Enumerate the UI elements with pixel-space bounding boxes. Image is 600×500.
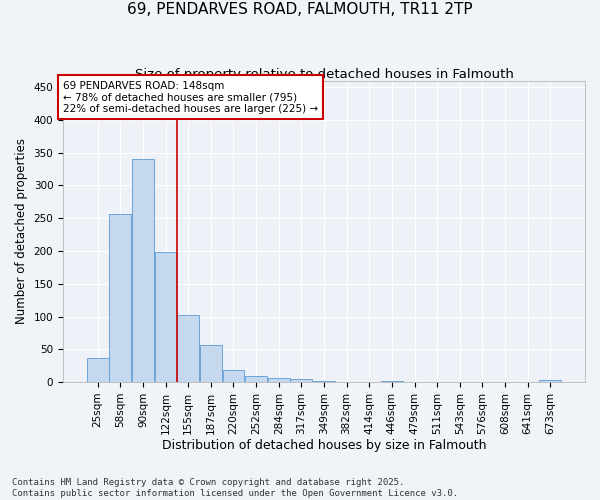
- Y-axis label: Number of detached properties: Number of detached properties: [15, 138, 28, 324]
- Bar: [132, 159, 154, 382]
- Bar: [87, 358, 109, 382]
- Bar: [200, 344, 222, 382]
- Text: Contains HM Land Registry data © Crown copyright and database right 2025.
Contai: Contains HM Land Registry data © Crown c…: [12, 478, 458, 498]
- Bar: [155, 252, 176, 382]
- Bar: [223, 370, 244, 382]
- Bar: [177, 314, 199, 382]
- Bar: [109, 214, 131, 382]
- Text: 69 PENDARVES ROAD: 148sqm
← 78% of detached houses are smaller (795)
22% of semi: 69 PENDARVES ROAD: 148sqm ← 78% of detac…: [63, 80, 318, 114]
- Text: 69, PENDARVES ROAD, FALMOUTH, TR11 2TP: 69, PENDARVES ROAD, FALMOUTH, TR11 2TP: [127, 2, 473, 18]
- Title: Size of property relative to detached houses in Falmouth: Size of property relative to detached ho…: [134, 68, 514, 80]
- Bar: [539, 380, 561, 382]
- Bar: [245, 376, 267, 382]
- Bar: [290, 380, 313, 382]
- Bar: [268, 378, 290, 382]
- X-axis label: Distribution of detached houses by size in Falmouth: Distribution of detached houses by size …: [162, 440, 486, 452]
